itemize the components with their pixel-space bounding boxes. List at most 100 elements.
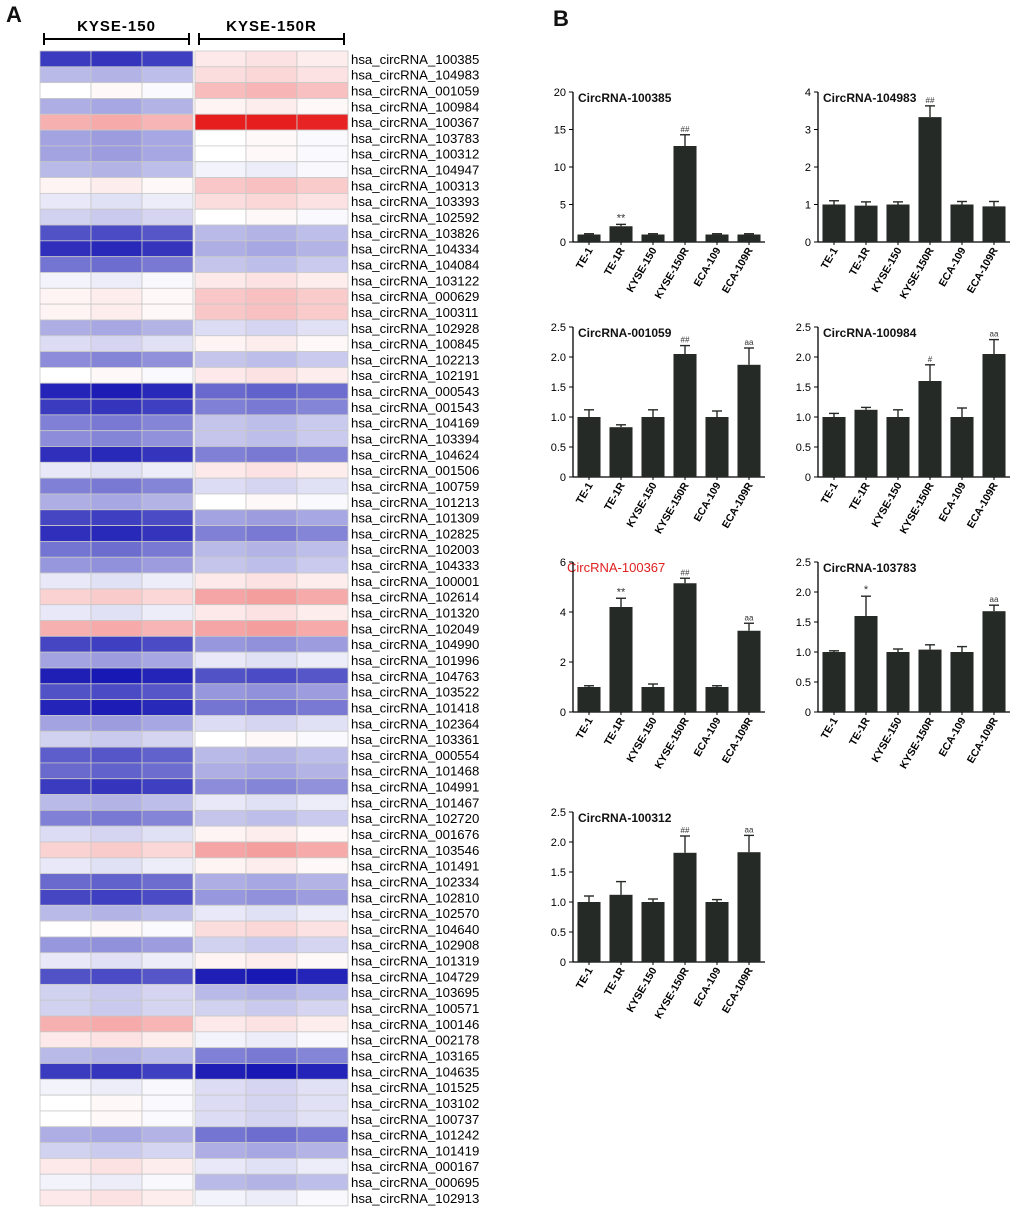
heatmap-row-label: hsa_circRNA_000695 (351, 1175, 479, 1190)
heatmap-row-label: hsa_circRNA_001543 (351, 400, 479, 415)
significance-label: ## (681, 568, 690, 577)
heatmap-cell (90, 98, 143, 115)
bar (609, 226, 633, 242)
heatmap-cell (39, 904, 92, 922)
heatmap-cell (245, 1094, 298, 1112)
heatmap-cell (245, 335, 298, 352)
significance-label: aa (990, 330, 999, 339)
heatmap-cell (141, 161, 194, 178)
y-tick-label: 0 (805, 472, 811, 484)
heatmap-cell (90, 319, 143, 337)
y-tick-label: 2 (805, 162, 811, 174)
heatmap-cell (90, 1142, 143, 1159)
x-tick-label: KYSE-150 (624, 715, 659, 764)
heatmap-cell (296, 145, 349, 163)
heatmap-row-label: hsa_circRNA_104729 (351, 969, 479, 984)
heatmap-cell (39, 604, 92, 621)
heatmap-cell (141, 1110, 194, 1128)
heatmap-cell (90, 1063, 143, 1080)
heatmap-cell (39, 715, 92, 732)
heatmap-cell (245, 272, 298, 289)
heatmap-cell (194, 667, 247, 685)
heatmap-cell (245, 794, 298, 811)
x-tick-label: ECA-109R (720, 965, 756, 1015)
heatmap-cell (90, 145, 143, 163)
heatmap-cell (90, 414, 143, 432)
heatmap-row-label: hsa_circRNA_103361 (351, 732, 479, 747)
heatmap-cell (296, 999, 349, 1017)
heatmap-cell (194, 683, 247, 701)
heatmap-row-label: hsa_circRNA_104084 (351, 257, 479, 272)
heatmap-cell (39, 1078, 92, 1096)
heatmap-cell (194, 889, 247, 906)
heatmap-cell (39, 936, 92, 954)
y-tick-label: 0 (805, 237, 811, 249)
heatmap-cell (90, 857, 143, 875)
heatmap-cell (194, 746, 247, 764)
heatmap-cell (296, 129, 349, 147)
heatmap-cell (296, 968, 349, 985)
heatmap-cell (296, 920, 349, 938)
heatmap-row-label: hsa_circRNA_101996 (351, 653, 479, 668)
heatmap-cell (296, 715, 349, 732)
heatmap-cell (245, 493, 298, 511)
heatmap-cell (90, 477, 143, 495)
heatmap-row-label: hsa_circRNA_101309 (351, 511, 479, 526)
heatmap-cell (39, 635, 92, 653)
heatmap-cell (141, 50, 194, 68)
heatmap-cell (39, 525, 92, 542)
heatmap-cell (141, 335, 194, 352)
heatmap-cell (245, 620, 298, 637)
heatmap-cell (141, 620, 194, 637)
heatmap-cell (39, 588, 92, 606)
heatmap-cell (141, 177, 194, 194)
heatmap-cell (194, 224, 247, 242)
bar-chart-circrna-100984: CircRNA-100984 0 0.5 1.0 1.5 2.0 2.5 TE-1 TE-1RK… (796, 322, 1010, 535)
heatmap-cell (296, 794, 349, 811)
heatmap-row-label: hsa_circRNA_102720 (351, 811, 479, 826)
heatmap-cell (90, 192, 143, 210)
heatmap-cell (194, 66, 247, 84)
heatmap-cell (245, 588, 298, 606)
heatmap-cell (141, 825, 194, 843)
y-tick-label: 4 (805, 87, 811, 99)
x-tick-label: ECA-109 (937, 480, 969, 524)
heatmap-cell (39, 446, 92, 463)
heatmap-cell (245, 1142, 298, 1159)
heatmap-cell (194, 730, 247, 748)
heatmap-cell (141, 256, 194, 273)
heatmap-cell (245, 683, 298, 701)
heatmap-cell (39, 778, 92, 795)
heatmap-cell (245, 1158, 298, 1175)
heatmap-cell (245, 50, 298, 68)
heatmap-cell (90, 794, 143, 811)
heatmap-cell (141, 1094, 194, 1112)
heatmap-cell (90, 1158, 143, 1175)
heatmap-cell (90, 161, 143, 178)
heatmap-row-label: hsa_circRNA_104640 (351, 922, 479, 937)
heatmap-cell (296, 256, 349, 273)
heatmap-cell (39, 240, 92, 258)
y-tick-label: 2.0 (551, 837, 566, 849)
bar (982, 206, 1006, 242)
heatmap-cell (245, 161, 298, 178)
heatmap-row-label: hsa_circRNA_102614 (351, 590, 479, 605)
heatmap-cell (39, 366, 92, 384)
heatmap-cell (245, 873, 298, 890)
heatmap-row-label: hsa_circRNA_104947 (351, 163, 479, 178)
heatmap-row-label: hsa_circRNA_001506 (351, 463, 479, 478)
heatmap-cell (194, 1173, 247, 1191)
heatmap-cell (141, 588, 194, 606)
y-tick-label: 2.5 (796, 322, 811, 334)
heatmap-row-label: hsa_circRNA_100311 (351, 305, 478, 320)
heatmap-cell (296, 477, 349, 495)
heatmap-row-label: hsa_circRNA_101468 (351, 764, 479, 779)
x-tick-label: TE-1R (847, 245, 873, 278)
heatmap-cell (194, 177, 247, 194)
heatmap-cell (141, 240, 194, 258)
heatmap-cell (194, 1047, 247, 1064)
heatmap-cell (296, 857, 349, 875)
heatmap-cell (90, 335, 143, 352)
heatmap-cell (90, 825, 143, 843)
heatmap-cell (194, 999, 247, 1017)
